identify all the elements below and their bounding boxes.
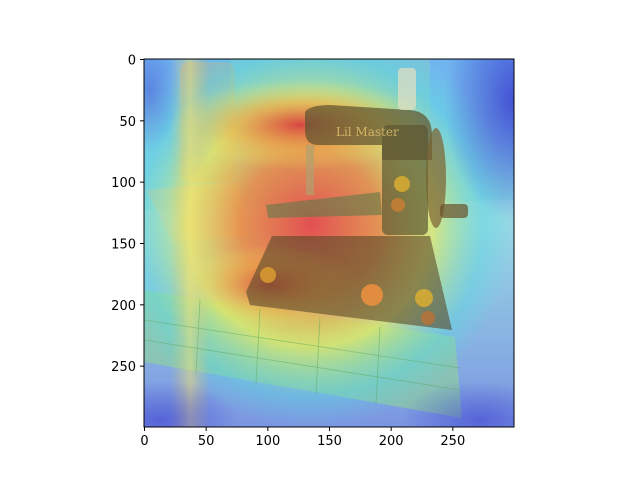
y-axis: 0 50 100 150 200 250 bbox=[111, 54, 144, 375]
x-tick-label: 0 bbox=[140, 434, 148, 449]
x-tick-label: 100 bbox=[255, 434, 280, 449]
y-tick-label: 100 bbox=[111, 176, 136, 191]
x-axis: 0 50 100 150 200 250 bbox=[140, 427, 465, 449]
svg-text:Lil Master: Lil Master bbox=[336, 125, 399, 139]
y-tick-label: 200 bbox=[111, 299, 136, 314]
x-tick-label: 200 bbox=[379, 434, 404, 449]
y-tick-label: 50 bbox=[119, 115, 136, 130]
y-tick-label: 0 bbox=[128, 54, 136, 69]
x-tick-label: 50 bbox=[198, 434, 215, 449]
x-tick-label: 250 bbox=[440, 434, 465, 449]
sewing-machine: Lil Master bbox=[246, 68, 468, 330]
heatmap-image: Lil Master bbox=[144, 59, 514, 427]
y-tick-label: 150 bbox=[111, 238, 136, 253]
y-tick-label: 250 bbox=[111, 360, 136, 375]
x-tick-label: 150 bbox=[317, 434, 342, 449]
